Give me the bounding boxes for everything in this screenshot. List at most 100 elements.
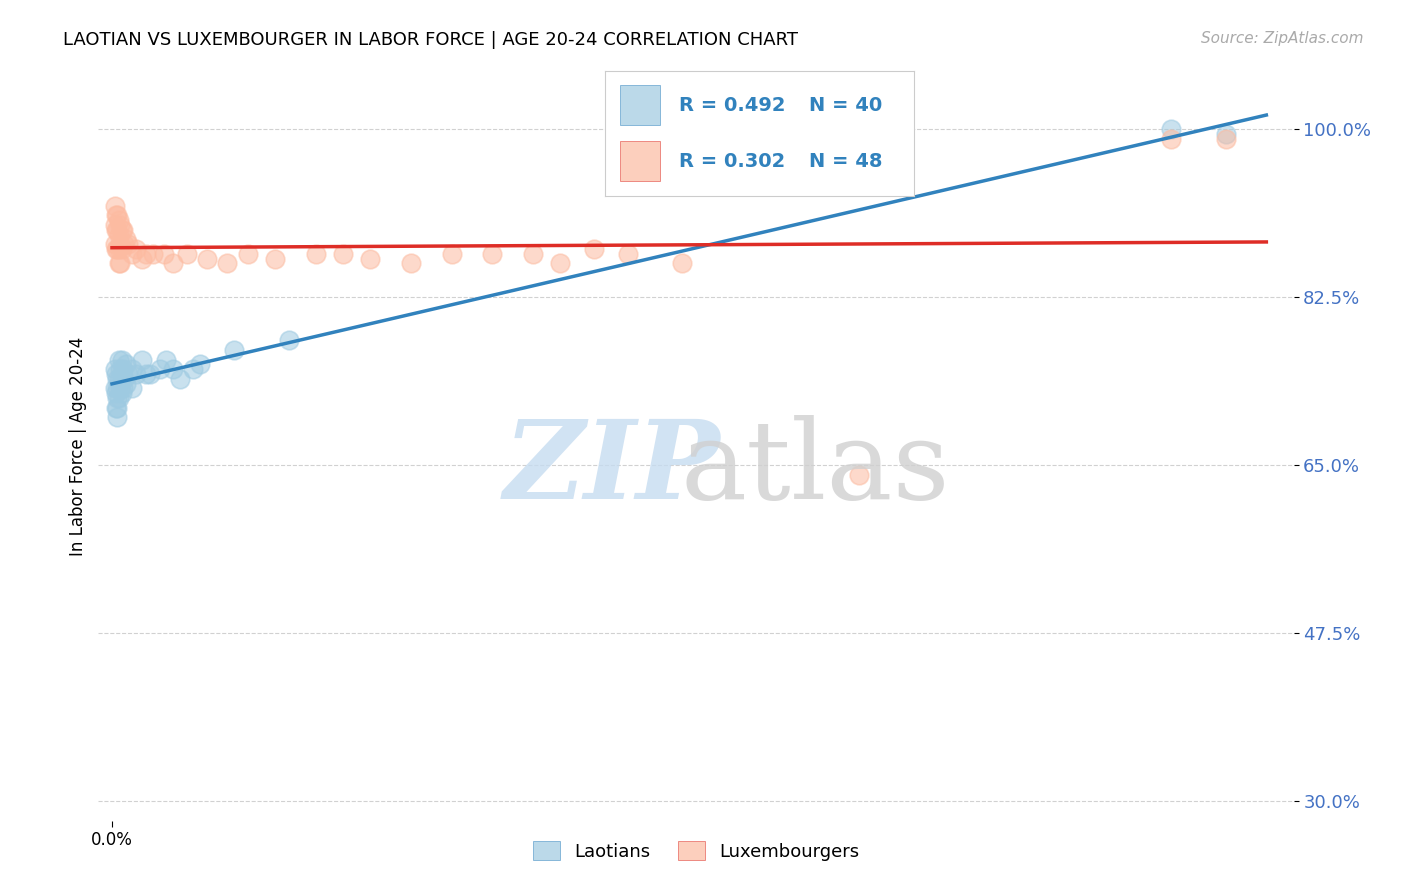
Point bbox=[107, 410, 129, 425]
Point bbox=[112, 372, 135, 386]
Point bbox=[121, 247, 143, 261]
FancyBboxPatch shape bbox=[620, 141, 661, 181]
Point bbox=[117, 237, 139, 252]
Point bbox=[236, 247, 259, 261]
Text: Source: ZipAtlas.com: Source: ZipAtlas.com bbox=[1201, 31, 1364, 46]
Point bbox=[125, 242, 148, 256]
Point bbox=[148, 362, 170, 376]
FancyBboxPatch shape bbox=[620, 85, 661, 125]
Point bbox=[107, 401, 129, 415]
Point bbox=[671, 256, 693, 270]
Point bbox=[114, 376, 136, 391]
Point bbox=[110, 386, 132, 401]
Point bbox=[1160, 122, 1182, 136]
Point bbox=[111, 362, 134, 376]
Point bbox=[107, 242, 129, 256]
Point bbox=[108, 218, 131, 232]
Point bbox=[105, 223, 128, 237]
Point bbox=[110, 367, 132, 381]
Point bbox=[107, 391, 129, 405]
Point bbox=[121, 362, 143, 376]
Point bbox=[107, 223, 129, 237]
Point bbox=[125, 367, 148, 381]
Point bbox=[548, 256, 571, 270]
Point bbox=[108, 381, 131, 395]
Text: LAOTIAN VS LUXEMBOURGER IN LABOR FORCE | AGE 20-24 CORRELATION CHART: LAOTIAN VS LUXEMBOURGER IN LABOR FORCE |… bbox=[63, 31, 799, 49]
Point bbox=[108, 256, 131, 270]
Point bbox=[104, 199, 127, 213]
Legend: Laotians, Luxembourgers: Laotians, Luxembourgers bbox=[526, 834, 866, 868]
Point bbox=[104, 237, 127, 252]
Point bbox=[142, 247, 165, 261]
Point bbox=[195, 252, 218, 266]
Point bbox=[105, 386, 128, 401]
Point bbox=[114, 357, 136, 371]
Point bbox=[152, 247, 174, 261]
Text: atlas: atlas bbox=[681, 415, 950, 522]
Point bbox=[105, 401, 128, 415]
Point bbox=[162, 362, 184, 376]
Point bbox=[105, 209, 128, 223]
Point bbox=[110, 242, 132, 256]
Point bbox=[107, 372, 129, 386]
Point bbox=[217, 256, 239, 270]
Point bbox=[162, 256, 184, 270]
Point bbox=[121, 381, 143, 395]
Point bbox=[112, 237, 135, 252]
Point bbox=[1160, 131, 1182, 145]
Point bbox=[111, 381, 134, 395]
Point bbox=[139, 367, 162, 381]
Point bbox=[131, 352, 153, 367]
Point bbox=[848, 467, 870, 482]
Point bbox=[481, 247, 503, 261]
Text: ZIP: ZIP bbox=[503, 415, 721, 522]
Point bbox=[107, 209, 129, 223]
Point bbox=[135, 367, 157, 381]
Point bbox=[169, 372, 191, 386]
Point bbox=[110, 223, 132, 237]
Text: R = 0.302: R = 0.302 bbox=[679, 152, 785, 170]
Point bbox=[183, 362, 205, 376]
Point bbox=[105, 367, 128, 381]
Point bbox=[176, 247, 198, 261]
Point bbox=[399, 256, 422, 270]
Point bbox=[108, 237, 131, 252]
Point bbox=[107, 372, 129, 386]
Point bbox=[104, 362, 127, 376]
Point bbox=[107, 256, 129, 270]
Text: N = 48: N = 48 bbox=[808, 152, 882, 170]
Point bbox=[522, 247, 544, 261]
Point bbox=[359, 252, 381, 266]
Point bbox=[117, 367, 139, 381]
Y-axis label: In Labor Force | Age 20-24: In Labor Force | Age 20-24 bbox=[69, 336, 87, 556]
Point bbox=[1215, 131, 1237, 145]
Point bbox=[264, 252, 287, 266]
Point bbox=[107, 352, 129, 367]
Point bbox=[107, 381, 129, 395]
Point bbox=[155, 352, 177, 367]
Point bbox=[135, 247, 157, 261]
Point bbox=[107, 213, 129, 227]
Text: R = 0.492: R = 0.492 bbox=[679, 95, 786, 114]
Point bbox=[105, 242, 128, 256]
Point bbox=[111, 223, 134, 237]
Text: N = 40: N = 40 bbox=[808, 95, 882, 114]
Point bbox=[305, 247, 328, 261]
Point bbox=[104, 381, 127, 395]
Point bbox=[188, 357, 211, 371]
Point bbox=[107, 227, 129, 242]
Point bbox=[114, 232, 136, 246]
Point bbox=[440, 247, 463, 261]
Point bbox=[110, 352, 132, 367]
Point bbox=[104, 218, 127, 232]
Point bbox=[277, 334, 299, 348]
Point bbox=[107, 242, 129, 256]
Point bbox=[224, 343, 246, 357]
Point bbox=[1215, 127, 1237, 141]
Point bbox=[107, 391, 129, 405]
Point bbox=[131, 252, 153, 266]
Point bbox=[583, 242, 606, 256]
Point bbox=[108, 362, 131, 376]
Point bbox=[332, 247, 354, 261]
Point bbox=[617, 247, 640, 261]
